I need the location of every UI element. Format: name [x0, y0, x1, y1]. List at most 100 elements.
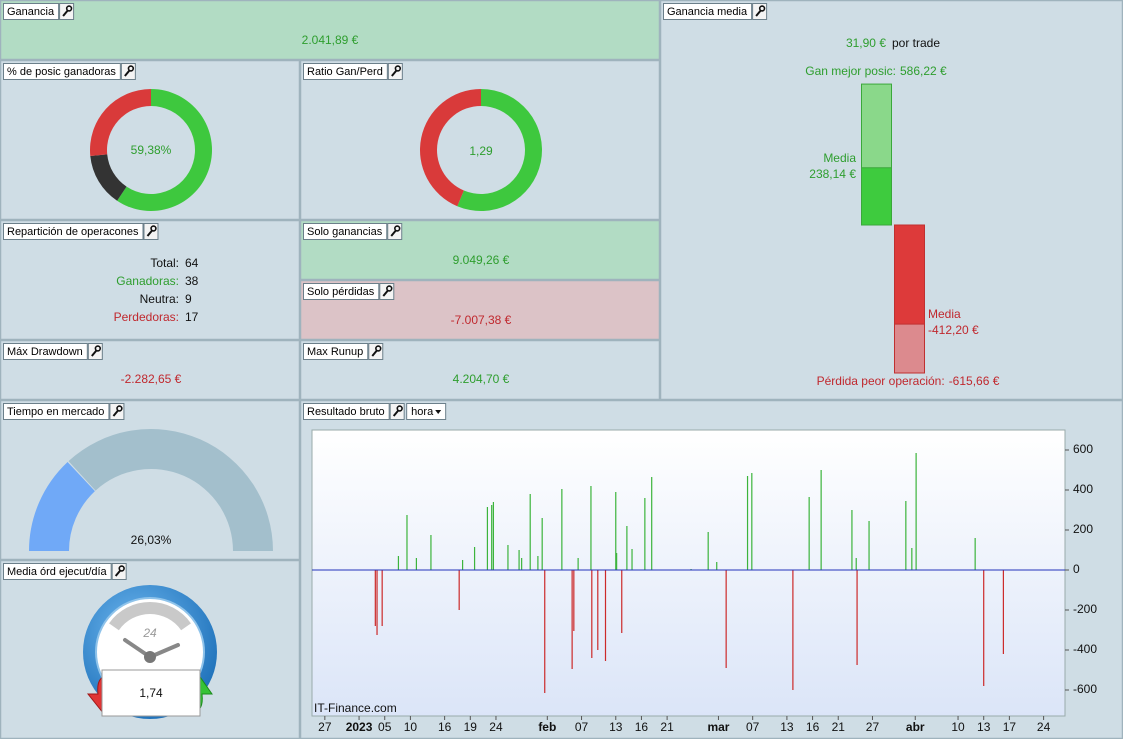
bar: [544, 570, 546, 693]
y-tick-label: 0: [1073, 562, 1080, 576]
caption-value: 586,22 €: [900, 64, 947, 78]
average-caption: Pérdida peor operación: -615,66 €: [817, 374, 1000, 388]
settings-button[interactable]: [387, 223, 403, 240]
panel-title-box: [3, 403, 110, 420]
bar: [1002, 570, 1004, 654]
x-tick-label: 24: [1037, 720, 1051, 734]
bar: [631, 549, 633, 570]
panel-title: Máx Drawdown: [7, 346, 83, 358]
bar: [855, 558, 857, 570]
settings-button[interactable]: [111, 563, 127, 580]
bar: [381, 570, 383, 626]
wrench-icon-head: [94, 345, 102, 352]
bar: [590, 486, 592, 570]
donut-segment: [457, 89, 543, 211]
settings-button[interactable]: [379, 283, 395, 300]
gauge-rest: [68, 429, 274, 551]
settings-button[interactable]: [389, 403, 405, 420]
settings-button[interactable]: [387, 63, 403, 80]
donut-segment: [117, 89, 212, 211]
x-tick-label: 24: [489, 720, 503, 734]
wrench-icon-head: [65, 5, 73, 12]
panel-title: Repartición de operacones: [7, 226, 139, 238]
x-tick-label: abr: [906, 720, 925, 734]
panel-title-box: [3, 223, 144, 240]
settings-button[interactable]: [109, 403, 125, 420]
panel: [299, 59, 661, 221]
x-tick-label: 07: [575, 720, 589, 734]
average-caption: Media: [928, 307, 961, 321]
x-tick-label: 27: [318, 720, 332, 734]
average-caption: Media: [823, 151, 856, 165]
x-tick-label: 16: [806, 720, 820, 734]
bar: [591, 570, 593, 658]
bar: [573, 570, 575, 631]
average-bar: [894, 224, 925, 325]
x-tick-label: 13: [609, 720, 623, 734]
row-value: 64: [185, 256, 199, 270]
bar: [507, 545, 509, 570]
bar: [746, 476, 749, 570]
settings-button[interactable]: [120, 63, 136, 80]
settings-button[interactable]: [87, 343, 103, 360]
bar: [462, 560, 464, 570]
metric-value: -7.007,38 €: [451, 313, 512, 327]
plot-area: [311, 429, 1066, 717]
bar: [725, 570, 727, 668]
value-box: [101, 669, 201, 717]
panel-title: Tiempo en mercado: [7, 406, 104, 418]
row-label: Neutra:: [140, 292, 179, 306]
panel-title-box: [303, 403, 390, 420]
bar: [651, 477, 653, 570]
bar: [616, 553, 618, 570]
y-tick-label: 400: [1073, 482, 1093, 496]
y-tick-label: -400: [1073, 642, 1097, 656]
x-tick-label: 10: [404, 720, 418, 734]
bar: [644, 498, 646, 570]
x-tick-label: 13: [977, 720, 991, 734]
bar: [415, 558, 417, 570]
y-tick-label: -600: [1073, 682, 1097, 696]
row-value: 38: [185, 274, 199, 288]
x-tick-label: 17: [1003, 720, 1017, 734]
average-headline: 31,90 € por trade: [846, 36, 940, 50]
bar: [473, 547, 476, 570]
bar: [458, 570, 460, 610]
bar: [905, 501, 907, 570]
wrench-icon-head: [375, 345, 382, 352]
wrench-icon-head: [386, 285, 393, 292]
bar: [983, 570, 985, 686]
bar: [597, 570, 599, 650]
settings-button[interactable]: [59, 3, 75, 20]
bar: [868, 521, 870, 570]
panel: [0, 219, 301, 341]
y-tick-label: -200: [1073, 602, 1097, 616]
bar: [911, 548, 913, 570]
panel-title: Solo ganancias: [307, 226, 383, 238]
settings-button[interactable]: [368, 343, 384, 360]
settings-button[interactable]: [143, 223, 159, 240]
panel-title: Ratio Gan/Perd: [307, 66, 383, 78]
panel-title-box: [303, 343, 369, 360]
settings-button[interactable]: [752, 3, 768, 20]
caption-text: Pérdida peor operación:: [817, 374, 945, 388]
wrench-icon-head: [394, 65, 402, 72]
panel-title-box: [3, 63, 121, 80]
panel-title-box: [663, 3, 753, 20]
bar: [406, 515, 408, 570]
interval-dropdown[interactable]: hora: [406, 403, 447, 420]
x-tick-label: feb: [538, 720, 556, 734]
gauge-label: 26,03%: [131, 533, 172, 547]
bar: [604, 570, 607, 661]
gauge-fill: [29, 461, 95, 551]
metric-value: 9.049,26 €: [453, 253, 510, 267]
x-tick-label: 21: [660, 720, 674, 734]
panel-title-box: [3, 563, 112, 580]
average-caption: -412,20 €: [928, 323, 979, 337]
metric-value: 2.041,89 €: [302, 33, 359, 47]
clock-dial: 24: [142, 626, 157, 640]
bar: [792, 570, 794, 690]
bar: [577, 558, 579, 570]
average-bar: [861, 167, 892, 226]
row-label: Total:: [150, 256, 179, 270]
